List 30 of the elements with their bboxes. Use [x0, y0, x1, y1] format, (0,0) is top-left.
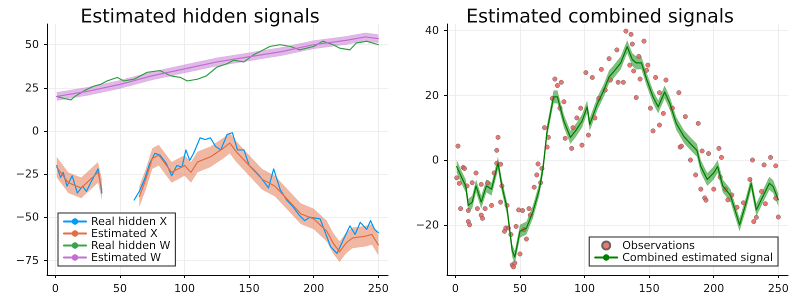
x-tick-label: 0 [452, 282, 459, 295]
x-tick-label: 50 [512, 282, 527, 295]
y-tick-label: 0 [32, 124, 39, 138]
x-tick-label: 150 [238, 282, 260, 295]
x-tick-label: 100 [574, 282, 596, 295]
x-tick-label: 200 [303, 282, 324, 295]
legend-label: Real hidden W [91, 239, 170, 252]
legend-label: Estimated X [91, 227, 158, 240]
y-tick-label: 50 [25, 38, 39, 52]
legend-label: Observations [622, 239, 696, 252]
chart-title: Estimated hidden signals [80, 6, 320, 28]
y-tick-label: 25 [25, 81, 39, 94]
y-tick-label: −50 [16, 210, 39, 224]
y-tick-label: 0 [432, 154, 439, 167]
y-tick-label: −75 [16, 254, 39, 267]
y-tick-label: 40 [425, 24, 439, 37]
x-tick-label: 250 [368, 282, 389, 295]
x-tick-label: 200 [703, 282, 724, 295]
y-tick-label: −20 [416, 218, 439, 232]
x-tick-label: 50 [112, 282, 127, 295]
chart-title: Estimated combined signals [466, 6, 734, 28]
x-tick-label: 250 [768, 282, 789, 295]
x-tick-label: 100 [174, 282, 196, 295]
legend-label: Estimated W [91, 251, 162, 264]
y-tick-label: 20 [425, 88, 439, 102]
legend-label: Combined estimated signal [622, 251, 774, 264]
y-tick-label: −25 [16, 168, 39, 181]
legend-label: Real hidden X [91, 215, 168, 228]
x-tick-label: 0 [52, 282, 59, 295]
x-tick-label: 150 [638, 282, 660, 295]
